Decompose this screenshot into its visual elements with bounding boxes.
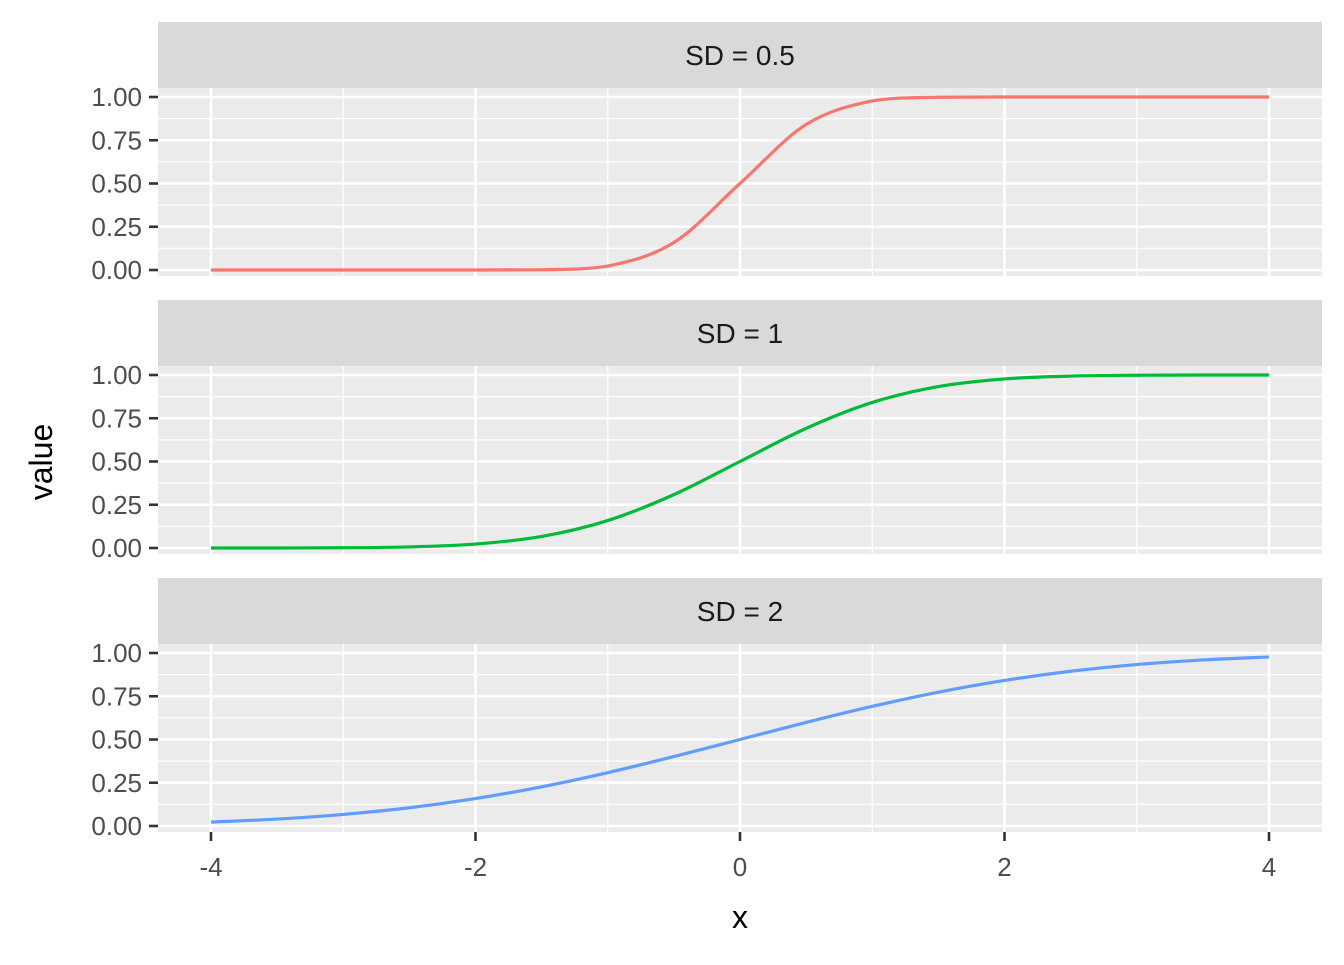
facet-strip-label: SD = 2 [697, 596, 783, 627]
y-tick-label: 0.00 [91, 533, 142, 563]
panel-3: SD = 2 0.00 0.25 0.50 0.75 1.00 [91, 578, 1322, 841]
y-tick-label: 1.00 [91, 82, 142, 112]
x-axis-title: x [732, 899, 748, 935]
y-tick-label: 0.00 [91, 811, 142, 841]
y-tick-label: 0.75 [91, 403, 142, 433]
y-tick-label: 1.00 [91, 360, 142, 390]
y-tick-label: 0.50 [91, 169, 142, 199]
panel-2: SD = 1 0.00 0.25 0.50 0.75 1.00 [91, 300, 1322, 563]
y-tick-label: 0.25 [91, 768, 142, 798]
facet-strip [158, 300, 1322, 366]
facet-strip-label: SD = 0.5 [685, 40, 795, 71]
series-line [210, 655, 1270, 824]
y-tick-label: 0.25 [91, 212, 142, 242]
y-tick-label: 0.50 [91, 447, 142, 477]
x-tick-label: 2 [997, 852, 1011, 882]
x-tick-label: -2 [464, 852, 487, 882]
y-axis-title: value [23, 424, 59, 501]
y-tick-label: 0.75 [91, 681, 142, 711]
x-tick-label: 0 [733, 852, 747, 882]
facet-strip [158, 578, 1322, 644]
panel-1: SD = 0.5 0.00 0.25 0.50 0.75 1.00 [91, 22, 1322, 285]
panels-layer: SD = 0.5 0.00 0.25 0.50 0.75 1.00 SD = 1 0.00 0.… [91, 22, 1322, 841]
y-tick-label: 0.00 [91, 255, 142, 285]
y-tick-label: 0.50 [91, 725, 142, 755]
facet-strip [158, 22, 1322, 88]
series-line [210, 373, 1270, 550]
facet-strip-label: SD = 1 [697, 318, 783, 349]
y-tick-label: 0.25 [91, 490, 142, 520]
y-tick-label: 1.00 [91, 638, 142, 668]
x-tick-label: -4 [199, 852, 222, 882]
x-axis: -4 -2 0 2 4 [199, 832, 1276, 882]
x-tick-label: 4 [1262, 852, 1276, 882]
series-line [211, 95, 1269, 272]
y-tick-label: 0.75 [91, 125, 142, 155]
